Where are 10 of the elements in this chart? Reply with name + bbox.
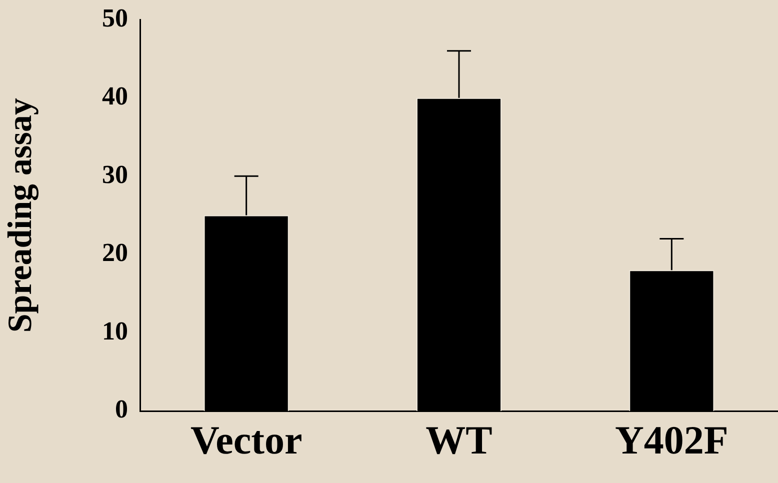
x-tick-label: WT xyxy=(426,417,493,462)
y-tick-label: 40 xyxy=(102,82,128,111)
y-axis-title: Spreading assay xyxy=(2,98,40,333)
y-tick-label: 10 xyxy=(102,316,128,346)
y-tick-label: 20 xyxy=(102,238,128,268)
x-tick-label: Y402F xyxy=(615,417,728,462)
x-tick-label: Vector xyxy=(190,417,302,462)
y-tick-label: 50 xyxy=(102,3,128,32)
y-tick-label: 30 xyxy=(102,160,128,189)
y-tick-label: 0 xyxy=(115,394,128,424)
